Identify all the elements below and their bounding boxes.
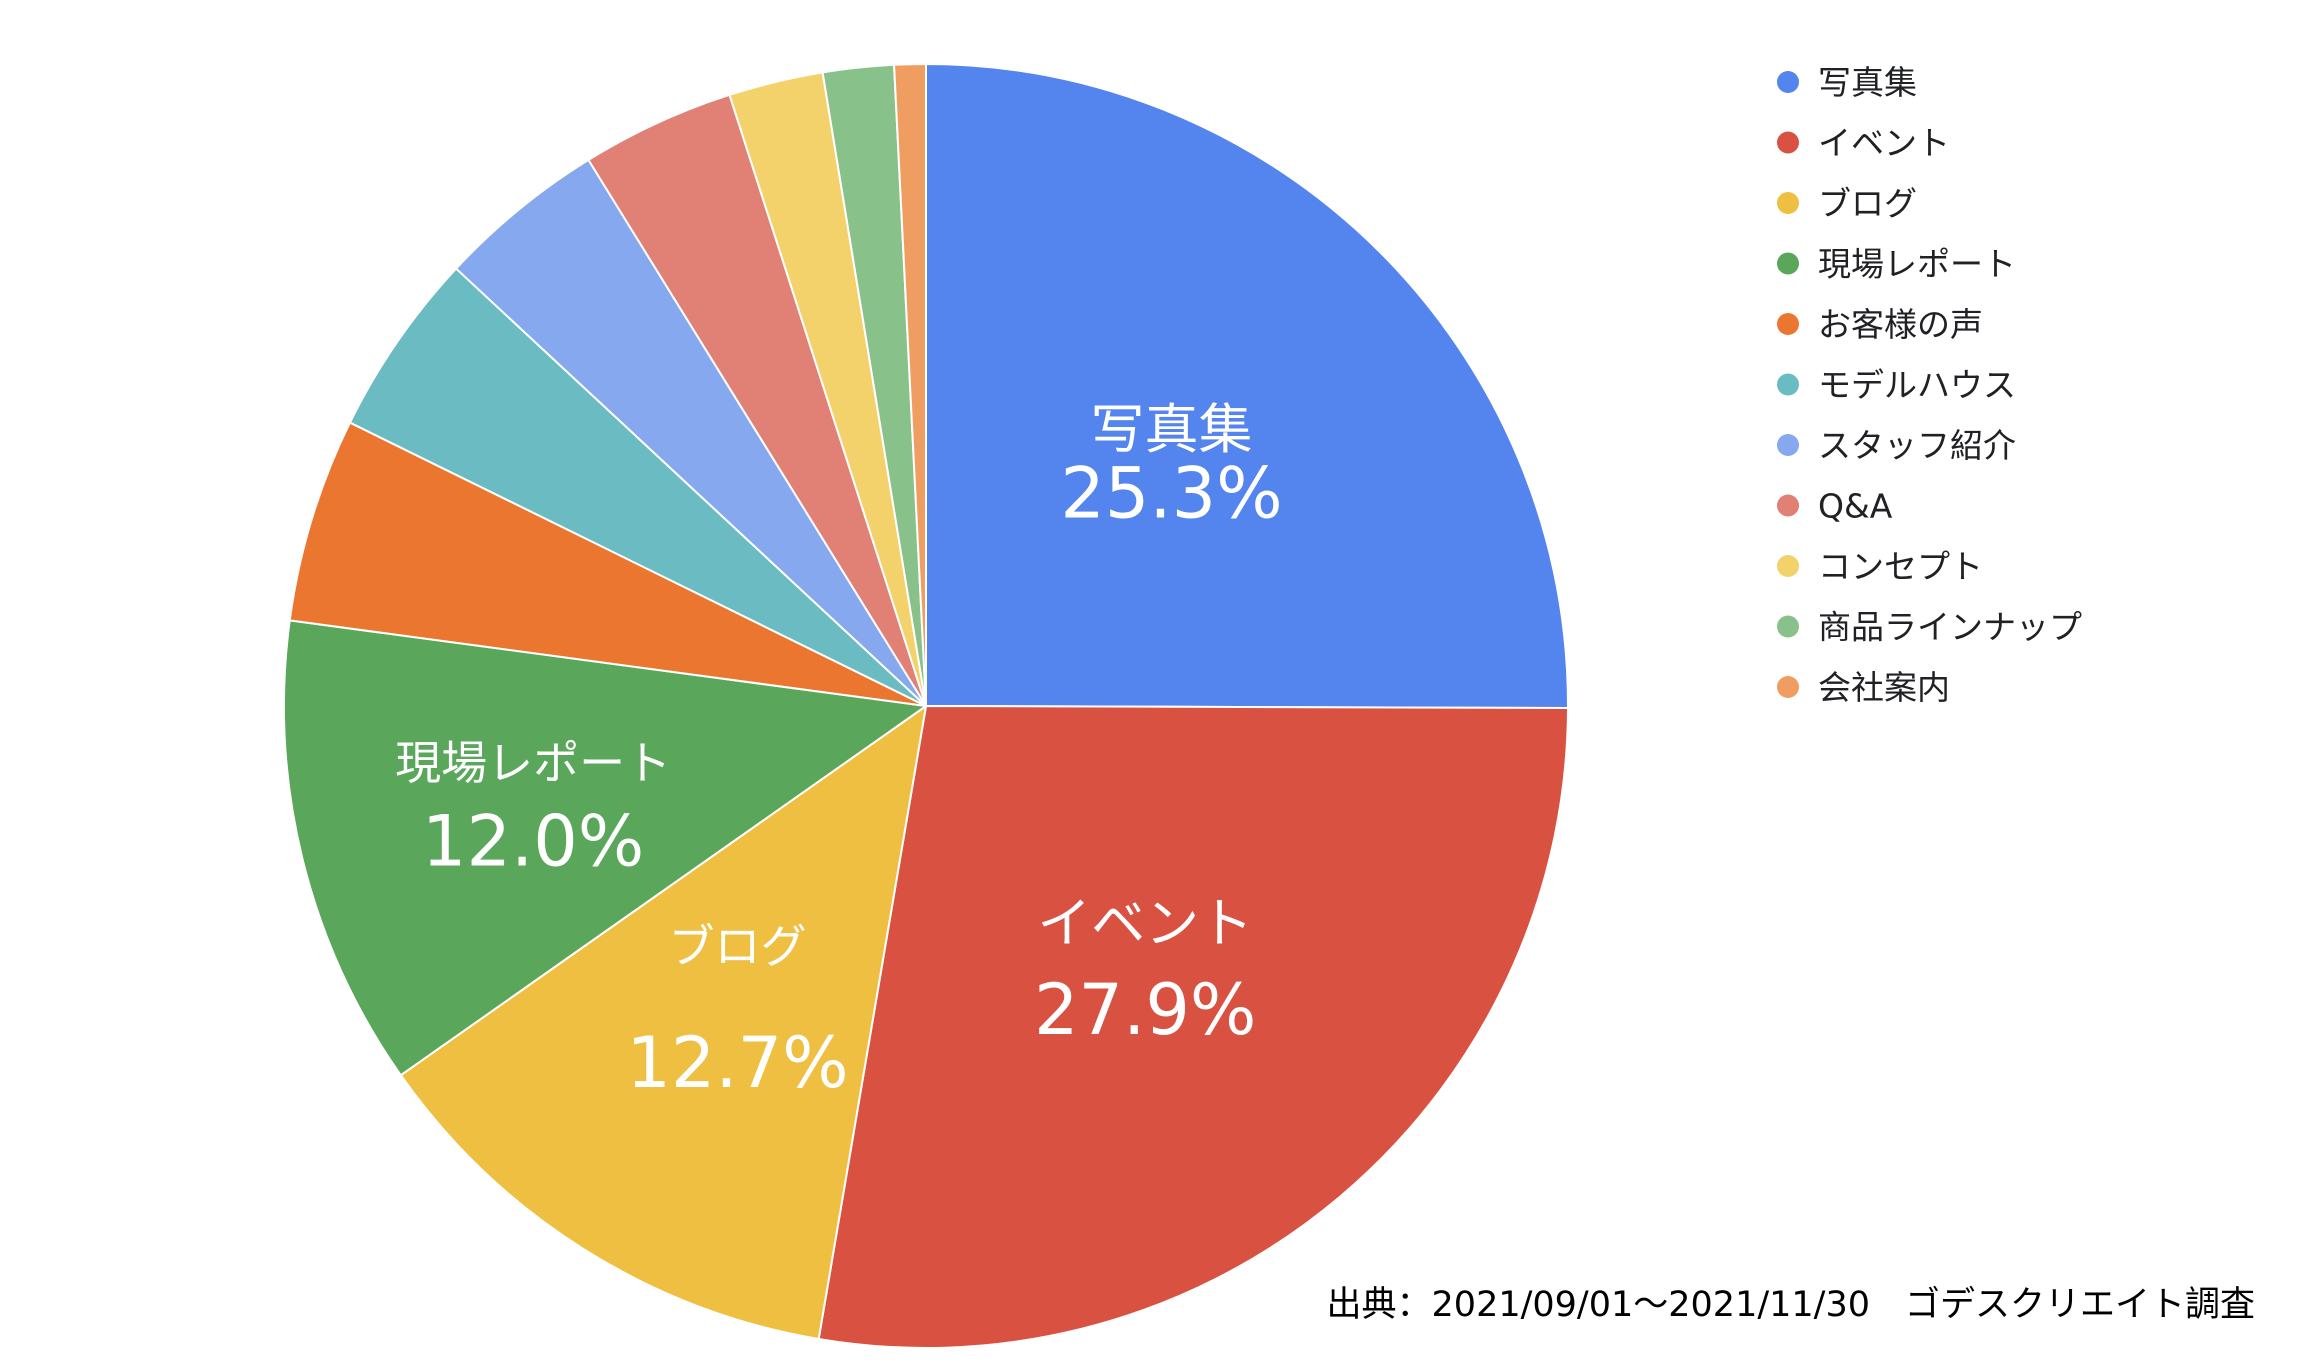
- data-label-name-2: イベント: [1037, 892, 1253, 955]
- pie-slice-item-3: [399, 705, 927, 1340]
- legend-swatch-11: [1777, 676, 1799, 698]
- legend-swatch-10: [1777, 615, 1799, 638]
- pie-slice-item-1: [925, 63, 1570, 709]
- legend-swatch-5: [1777, 313, 1799, 335]
- legend-label-1: 写真集: [1818, 63, 1917, 102]
- legend-swatch-9: [1777, 555, 1799, 577]
- data-label-value-3: 12.7%: [626, 1022, 848, 1104]
- legend-label-2: イベント: [1818, 124, 1950, 163]
- legend-swatch-6: [1777, 373, 1799, 396]
- pie-slice-item-11: [893, 62, 927, 707]
- legend-swatch-3: [1777, 192, 1799, 214]
- data-label-name-1: 写真集: [1091, 398, 1253, 461]
- pie-slice-item-5: [288, 421, 927, 707]
- legend-label-7: スタッフ紹介: [1818, 426, 2016, 465]
- data-label-name-4: 現場レポート: [395, 736, 671, 790]
- legend-swatch-1: [1777, 71, 1799, 93]
- legend-swatch-2: [1777, 131, 1799, 154]
- legend-label-8: Q&A: [1818, 487, 1893, 526]
- pie-slice-item-4: [283, 619, 927, 1077]
- legend-label-10: 商品ラインナップ: [1818, 608, 2082, 647]
- legend-label-4: 現場レポート: [1818, 245, 2016, 284]
- legend-swatch-4: [1777, 252, 1799, 275]
- data-label-value-2: 27.9%: [1034, 969, 1256, 1051]
- legend-swatch-8: [1777, 494, 1799, 517]
- pie-slice-item-7: [455, 158, 927, 707]
- legend-label-5: お客様の声: [1818, 305, 1983, 344]
- pie-slice-item-2: [817, 705, 1569, 1349]
- legend-label-9: コンセプト: [1818, 547, 1983, 586]
- pie-slices: [283, 62, 1570, 1349]
- legend-label-11: 会社案内: [1818, 668, 1950, 707]
- source-note: 出典：2021/09/01〜2021/11/30 ゴデスクリエイト調査: [1327, 1285, 2255, 1325]
- data-label-value-4: 12.0%: [422, 800, 644, 882]
- data-label-value-1: 25.3%: [1060, 453, 1282, 535]
- data-label-name-3: ブログ: [669, 920, 807, 974]
- legend-label-6: モデルハウス: [1818, 366, 2016, 405]
- pie-slice-item-6: [348, 267, 927, 707]
- legend-label-3: ブログ: [1818, 184, 1917, 223]
- legend-swatch-7: [1777, 434, 1799, 456]
